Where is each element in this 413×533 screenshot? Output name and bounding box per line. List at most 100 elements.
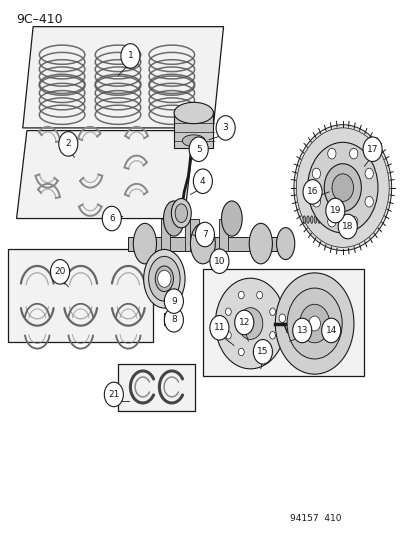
Ellipse shape <box>190 223 215 264</box>
Polygon shape <box>23 27 223 128</box>
Ellipse shape <box>155 266 173 292</box>
Text: 8: 8 <box>171 316 176 324</box>
Ellipse shape <box>287 288 342 359</box>
Circle shape <box>164 289 183 313</box>
Circle shape <box>121 44 140 68</box>
Circle shape <box>157 270 171 287</box>
Text: 9: 9 <box>171 297 176 305</box>
Text: 11: 11 <box>213 324 225 332</box>
Ellipse shape <box>215 278 285 369</box>
Text: 5: 5 <box>195 145 201 154</box>
Ellipse shape <box>171 198 191 228</box>
Ellipse shape <box>299 304 329 343</box>
Circle shape <box>50 260 69 284</box>
Ellipse shape <box>307 142 377 233</box>
Text: 9C–410: 9C–410 <box>17 13 63 26</box>
FancyBboxPatch shape <box>118 364 194 411</box>
Text: 1: 1 <box>127 52 133 60</box>
Text: 6: 6 <box>109 214 114 223</box>
FancyBboxPatch shape <box>160 219 169 251</box>
Ellipse shape <box>306 216 309 223</box>
FancyBboxPatch shape <box>174 111 213 148</box>
Circle shape <box>308 316 320 331</box>
Circle shape <box>209 316 228 340</box>
Ellipse shape <box>133 223 156 264</box>
Text: 10: 10 <box>213 257 225 265</box>
Circle shape <box>364 196 373 207</box>
FancyBboxPatch shape <box>218 219 227 251</box>
FancyBboxPatch shape <box>128 237 289 251</box>
Ellipse shape <box>221 201 242 236</box>
Circle shape <box>337 214 356 239</box>
Circle shape <box>102 206 121 231</box>
Text: 7: 7 <box>202 230 207 239</box>
Ellipse shape <box>313 216 316 223</box>
Circle shape <box>362 137 381 161</box>
Circle shape <box>189 137 208 161</box>
Circle shape <box>238 292 244 299</box>
Circle shape <box>302 180 321 204</box>
Circle shape <box>311 196 320 207</box>
Circle shape <box>164 308 183 332</box>
Ellipse shape <box>296 128 388 247</box>
Circle shape <box>59 132 78 156</box>
Text: 20: 20 <box>54 268 66 276</box>
Ellipse shape <box>323 164 361 212</box>
Circle shape <box>225 332 231 339</box>
Text: 16: 16 <box>306 188 318 196</box>
Text: 12: 12 <box>238 318 249 327</box>
Ellipse shape <box>163 201 184 236</box>
Circle shape <box>256 292 262 299</box>
Circle shape <box>193 169 212 193</box>
Circle shape <box>321 318 340 343</box>
Circle shape <box>311 168 320 179</box>
Text: 14: 14 <box>325 326 336 335</box>
Text: 18: 18 <box>341 222 353 231</box>
Circle shape <box>325 198 344 223</box>
Circle shape <box>269 332 275 339</box>
Polygon shape <box>17 131 194 219</box>
Ellipse shape <box>331 174 353 201</box>
Ellipse shape <box>275 273 353 374</box>
Circle shape <box>292 318 311 343</box>
Circle shape <box>225 308 231 316</box>
Ellipse shape <box>293 125 391 251</box>
Circle shape <box>256 348 262 356</box>
FancyBboxPatch shape <box>202 269 363 376</box>
Text: 15: 15 <box>256 348 268 356</box>
Text: 94157  410: 94157 410 <box>289 514 340 523</box>
Circle shape <box>349 216 357 227</box>
Text: 13: 13 <box>296 326 307 335</box>
Ellipse shape <box>310 216 312 223</box>
Circle shape <box>278 314 285 322</box>
FancyBboxPatch shape <box>185 219 194 251</box>
Circle shape <box>195 222 214 247</box>
Ellipse shape <box>143 249 185 308</box>
Circle shape <box>364 168 373 179</box>
Text: 17: 17 <box>366 145 377 154</box>
Text: 4: 4 <box>199 177 205 185</box>
FancyBboxPatch shape <box>164 313 179 325</box>
Ellipse shape <box>302 216 305 223</box>
Ellipse shape <box>276 228 294 260</box>
Circle shape <box>216 116 235 140</box>
Circle shape <box>327 216 335 227</box>
Ellipse shape <box>175 204 187 223</box>
Text: 21: 21 <box>108 390 119 399</box>
Ellipse shape <box>249 223 272 264</box>
Ellipse shape <box>174 102 213 124</box>
Circle shape <box>234 310 253 335</box>
FancyBboxPatch shape <box>189 219 198 251</box>
Text: 3: 3 <box>222 124 228 132</box>
Circle shape <box>104 382 123 407</box>
Circle shape <box>113 212 120 220</box>
FancyBboxPatch shape <box>8 249 153 342</box>
Ellipse shape <box>148 256 180 301</box>
Text: 19: 19 <box>329 206 340 215</box>
Circle shape <box>209 249 228 273</box>
Circle shape <box>327 148 335 159</box>
Ellipse shape <box>182 135 205 147</box>
Circle shape <box>238 348 244 356</box>
Ellipse shape <box>237 308 262 340</box>
Circle shape <box>253 340 272 364</box>
